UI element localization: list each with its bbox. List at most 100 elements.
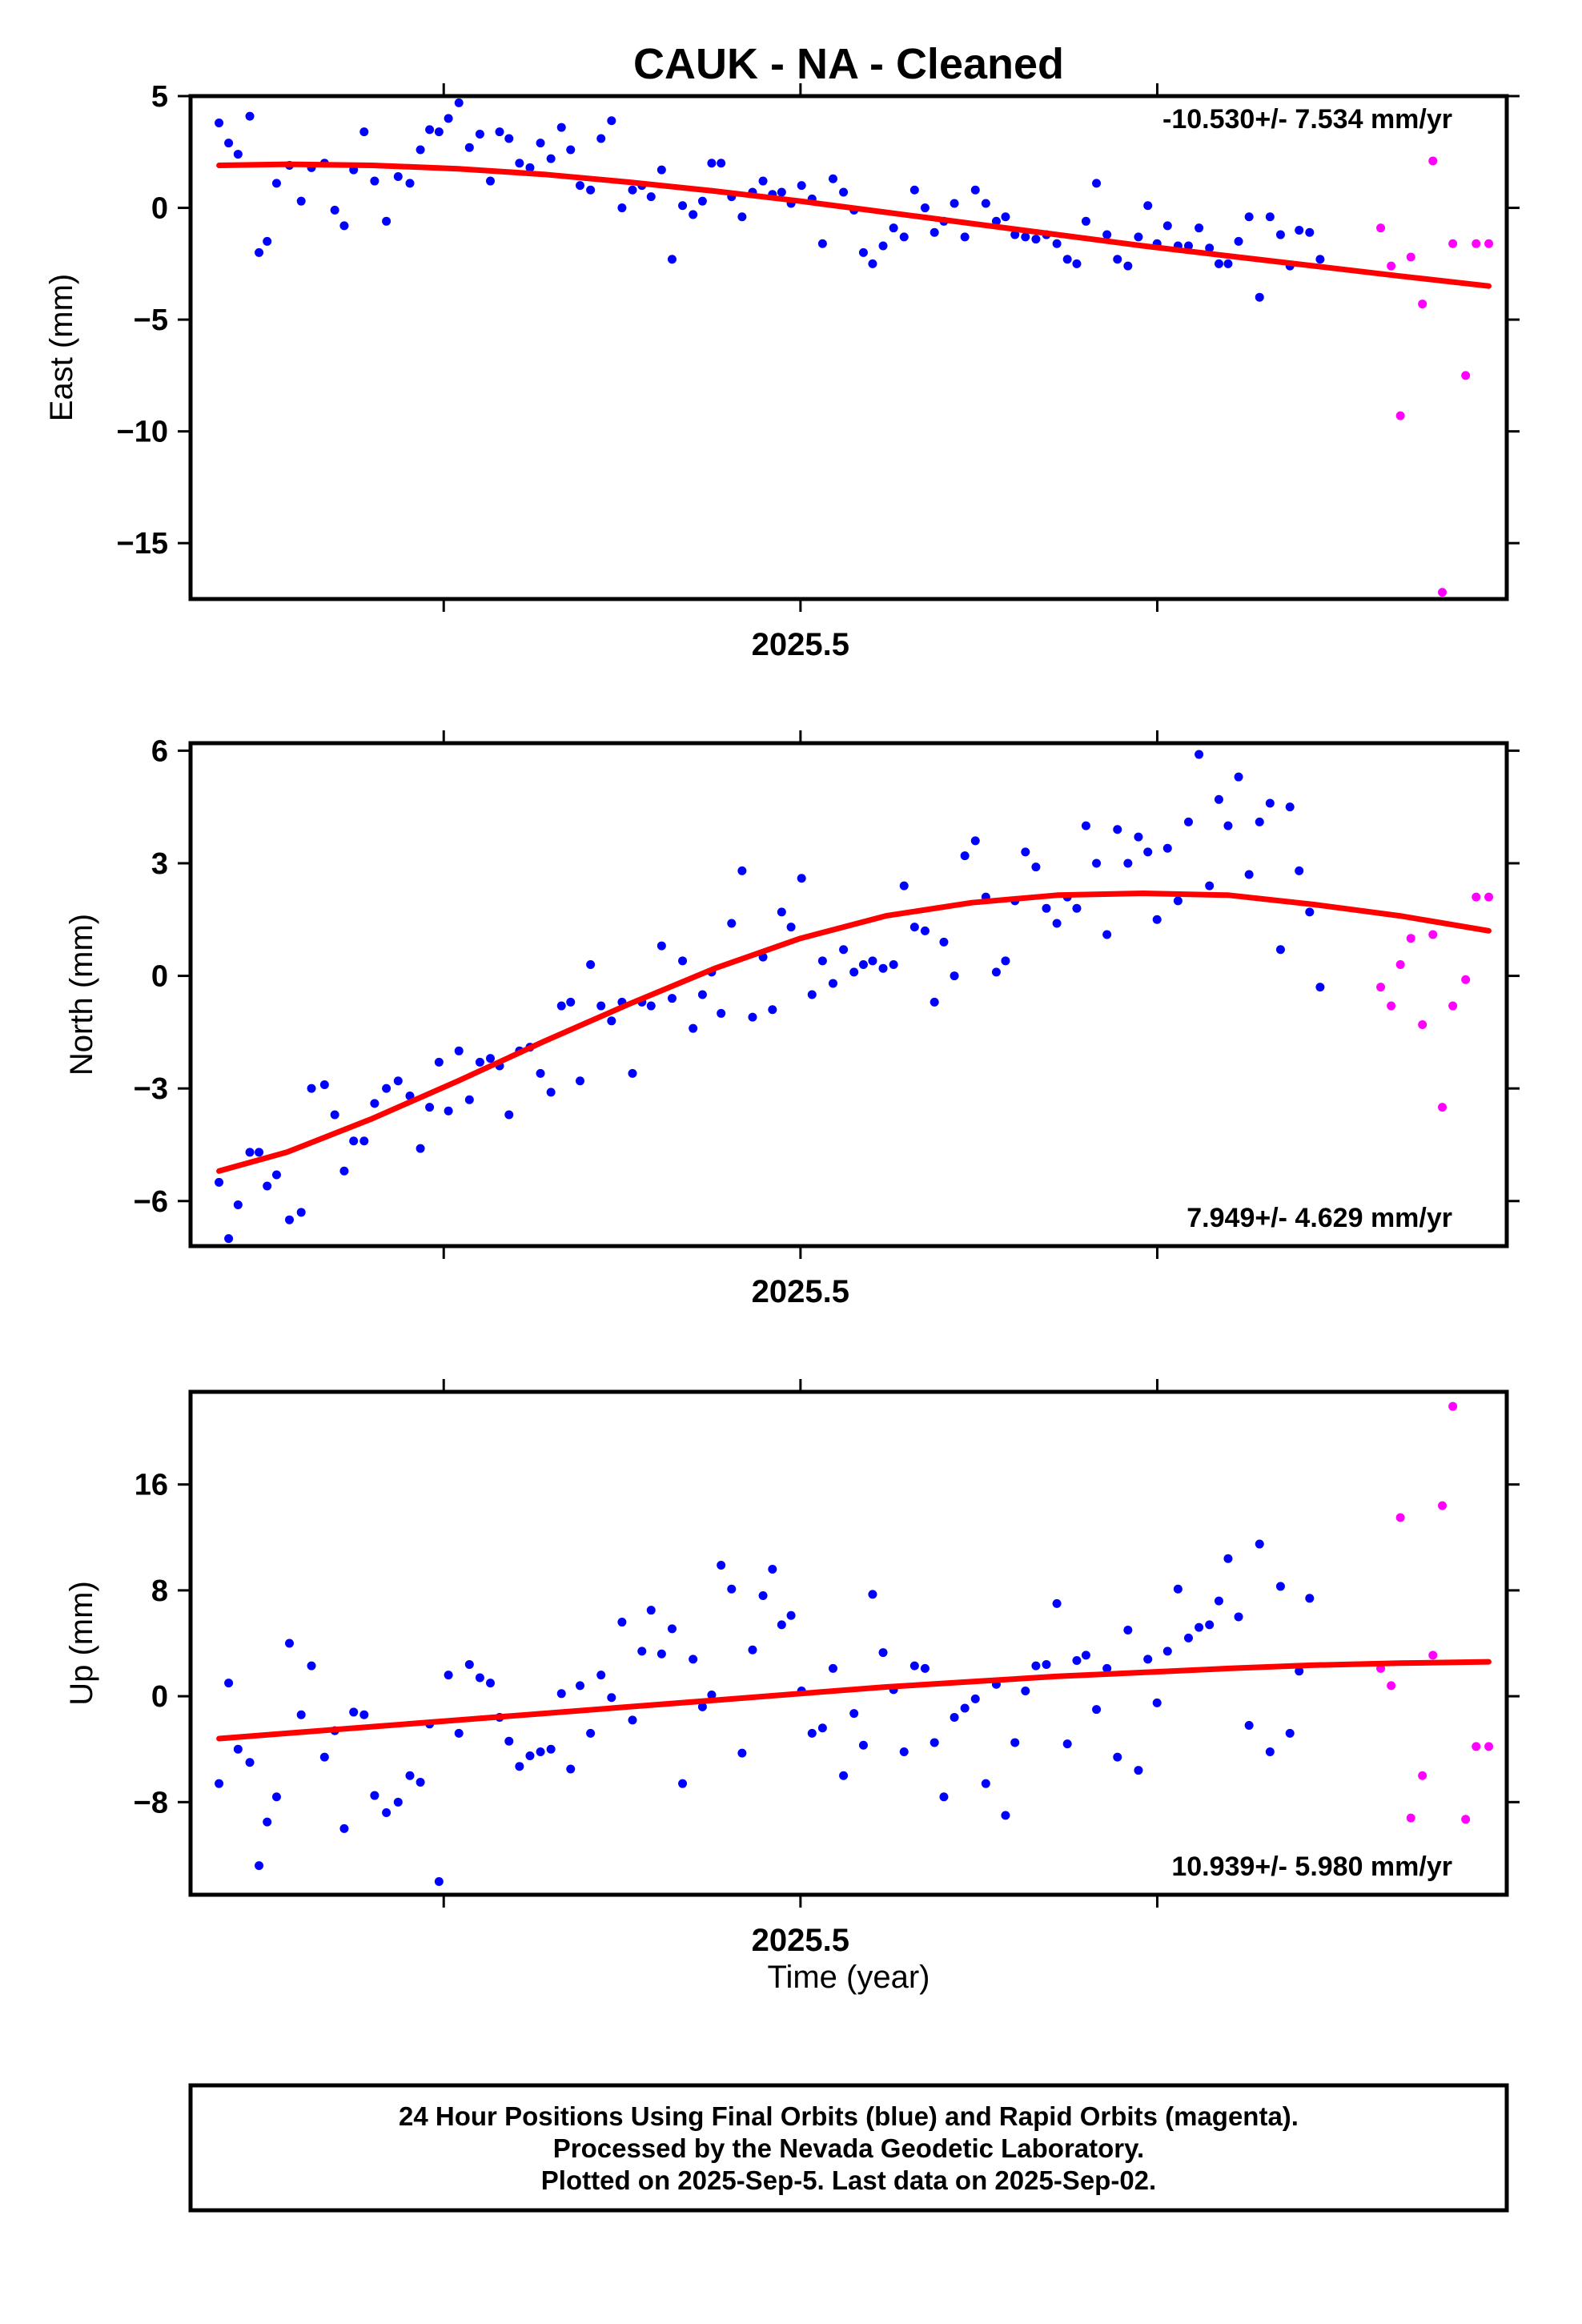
final-orbit-point [1183,817,1193,826]
final-orbit-point [586,185,596,195]
final-orbit-point [263,1817,272,1827]
final-orbit-point [737,866,747,875]
final-orbit-point [1113,255,1122,264]
final-orbit-point [858,247,868,257]
final-orbit-point [981,1779,990,1788]
final-orbit-point [1205,881,1215,891]
final-orbit-point [1162,843,1172,853]
final-orbit-point [1234,772,1243,782]
y-tick-label: 3 [151,847,168,881]
final-orbit-point [1275,1582,1285,1591]
final-orbit-point [525,1751,535,1760]
final-orbit-point [628,1068,637,1078]
final-orbit-point [370,1791,379,1800]
final-orbit-point [1347,0,1356,5]
final-orbit-point [828,1663,837,1673]
rapid-orbit-point [1387,1001,1396,1011]
final-orbit-point [828,174,837,183]
final-orbit-point [1021,1686,1030,1695]
final-orbit-point [1275,230,1285,239]
final-orbit-point [224,1679,234,1688]
final-orbit-point [678,956,688,966]
final-orbit-point [939,1792,949,1802]
final-orbit-point [656,941,666,951]
final-orbit-point [556,123,566,132]
plot-frame [188,741,1509,1248]
final-orbit-point [576,181,585,191]
final-orbit-point [454,98,464,107]
rapid-orbit-point [1428,156,1438,166]
final-orbit-point [596,1671,606,1680]
final-orbit-point [349,1707,359,1717]
final-orbit-point [1092,1705,1102,1715]
final-orbit-point [899,232,909,242]
final-orbit-point [546,154,556,163]
final-orbit-point [454,1728,464,1738]
final-orbit-point [777,907,786,917]
rapid-orbit-point [1376,223,1386,233]
final-orbit-point [1031,862,1041,872]
final-orbit-point [255,1861,264,1871]
final-orbit-point [556,1001,566,1011]
final-orbit-point [475,1673,484,1683]
up-panel: 16 8 0 −8 2025.5 Up (mm) 10.939+/- 5.980 mm/yr [64,0,1520,1958]
final-orbit-point [758,176,768,186]
y-axis-label: East (mm) [44,274,79,421]
y-tick-label: 5 [151,80,168,114]
final-orbit-point [737,212,747,222]
rapid-orbit-point [1406,934,1415,943]
final-orbit-point [628,1715,637,1725]
final-orbit-point [1113,825,1122,834]
final-orbit-point [1223,821,1233,830]
final-orbit-point [566,145,576,155]
final-orbit-point [858,960,868,970]
final-orbit-point [839,187,849,197]
final-orbit-point [1042,1659,1051,1669]
rapid-orbit-point [1461,975,1471,984]
rapid-orbit-point [1438,1103,1447,1112]
final-orbit-point [1337,0,1346,5]
final-orbit-point [727,919,737,928]
final-orbit-point [950,1713,959,1723]
final-orbit-point [1123,858,1133,868]
final-orbit-point [939,937,949,947]
final-orbit-point [245,111,255,121]
rapid-orbit-point [1418,1771,1427,1780]
plot-frame [188,94,1509,601]
final-orbit-point [1356,0,1365,5]
final-orbit-point [434,127,444,137]
final-orbit-point [1255,292,1264,302]
final-orbit-point [464,143,474,152]
final-orbit-point [1010,1738,1020,1747]
final-orbit-point [1001,212,1010,222]
rapid-orbit-point [1418,1019,1427,1029]
final-orbit-point [920,926,930,935]
final-orbit-point [930,227,939,237]
x-tick-label: 2025.5 [752,1923,849,1958]
final-orbit-point [536,139,545,148]
final-orbit-point [576,1681,585,1691]
final-orbit-point [556,1689,566,1699]
final-orbit-point [1195,223,1204,233]
final-orbit-point [596,1001,606,1011]
final-orbit-point [981,199,990,208]
rapid-orbit-point [1438,1501,1447,1510]
rapid-orbit-point [1472,1742,1481,1751]
final-orbit-point [1205,243,1215,253]
final-orbit-point [1305,227,1315,237]
final-orbit-point [1143,847,1153,857]
y-tick-label: −8 [134,1786,168,1819]
final-orbit-point [1031,1661,1041,1671]
final-orbit-point [1062,255,1072,264]
rapid-orbit-point [1472,239,1481,248]
final-orbit-point [1183,241,1193,251]
final-orbit-point [878,241,888,251]
final-orbit-point [1285,802,1295,812]
final-orbit-point [930,1738,939,1747]
final-orbit-point [617,1618,627,1627]
final-orbit-point [285,1215,295,1224]
final-orbit-point [586,1728,596,1738]
final-orbit-point [1102,230,1112,239]
final-orbit-point [768,1005,777,1015]
rapid-orbit-point [1461,1815,1471,1824]
